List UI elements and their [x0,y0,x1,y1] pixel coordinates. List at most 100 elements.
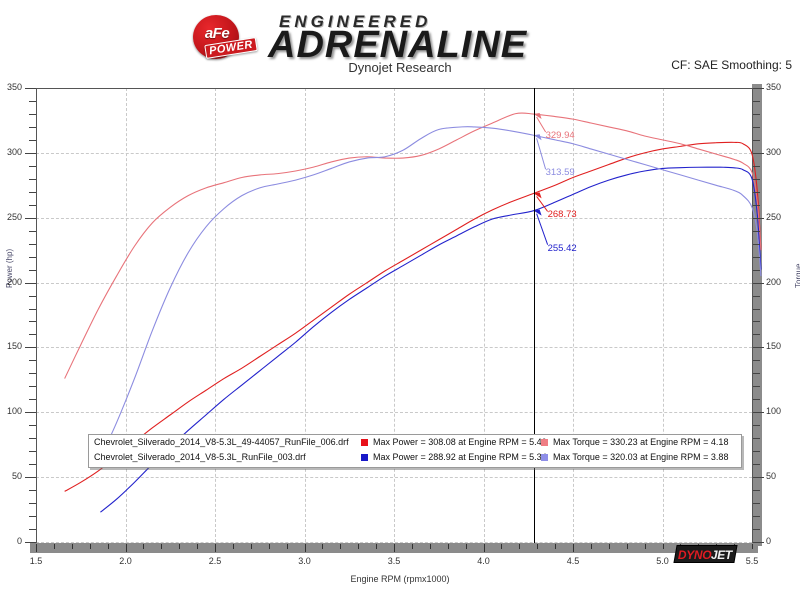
y-axis-tick-left [25,347,36,349]
x-axis-tick [358,544,360,549]
legend-run-filename: Chevrolet_Silverado_2014_V8-5.3L_RunFile… [94,452,306,462]
y-axis-tick-left [29,113,36,115]
y-axis-tick-left [29,386,36,388]
y-axis-label-left: 150 [6,341,22,352]
x-axis-tick [232,544,234,549]
y-axis-tick-right [753,373,760,375]
x-axis-label: 5.0 [656,556,669,566]
y-axis-tick-right [753,230,760,232]
y-axis-tick-left [29,139,36,141]
x-axis-tick [483,544,485,552]
legend-row: Chevrolet_Silverado_2014_V8-5.3L_49-4405… [89,435,741,450]
cursor-leader-line [536,196,549,212]
cursor-readout-value: 313.59 [545,167,575,179]
x-axis-tick [250,544,252,549]
y-axis-tick-right [753,152,764,154]
y-axis-tick-right [753,347,764,349]
chart-legend[interactable]: Chevrolet_Silverado_2014_V8-5.3L_49-4405… [88,434,742,468]
y-axis-tick-left [29,516,36,518]
cursor-line[interactable] [533,88,535,543]
y-axis-tick-left [29,399,36,401]
y-axis-tick-right [753,243,760,245]
legend-run-filename: Chevrolet_Silverado_2014_V8-5.3L_49-4405… [94,437,349,447]
y-axis-tick-right [753,165,760,167]
y-axis-tick-left [29,100,36,102]
x-axis-tick [555,544,557,549]
x-axis-title: Engine RPM (rpmx1000) [350,574,450,584]
y-axis-tick-left [25,477,36,479]
y-axis-tick-left [29,243,36,245]
y-axis-tick-left [25,152,36,154]
y-axis-tick-left [29,425,36,427]
y-axis-tick-left [29,334,36,336]
x-axis-tick [662,544,664,549]
y-axis-tick-left [29,503,36,505]
y-axis-tick-left [29,451,36,453]
legend-power-swatch [361,454,368,461]
y-axis-label-right: 200 [766,276,782,287]
plot-top-border [36,88,752,89]
y-axis-label-left: 50 [11,471,22,482]
y-axis-tick-right [753,100,760,102]
y-axis-tick-right [753,399,760,401]
dynojet-logo-jet: JET [711,548,733,562]
plot-left-axis-line [36,88,37,543]
y-axis-tick-left [29,373,36,375]
x-axis-tick [501,544,503,549]
y-axis-tick-left [29,438,36,440]
x-axis-label: 2.5 [208,556,222,566]
y-axis-tick-right [753,178,760,180]
cursor-readout-value: 268.73 [547,209,577,221]
y-axis-tick-left [25,412,36,414]
header-adrenaline-text: ADRENALINE [268,24,528,66]
y-axis-tick-right [753,88,764,89]
y-axis-tick-left [29,360,36,362]
y-axis-tick-right [753,113,760,115]
y-axis-tick-right [753,282,764,284]
legend-power-swatch [361,439,368,446]
y-axis-tick-right [753,516,760,518]
gridline-horizontal [36,542,752,543]
y-axis-tick-right [753,295,760,297]
y-axis-tick-right [753,334,760,336]
x-axis-tick [573,544,574,552]
x-axis-tick [143,544,145,549]
x-axis-tick [125,544,127,552]
gridline-vertical [394,88,395,542]
x-axis-tick [394,544,395,552]
gridline-vertical [215,88,216,542]
x-axis-label: 4.0 [477,556,490,566]
y-axis-label-right: 0 [766,536,772,546]
y-axis-label-right: 100 [766,406,782,417]
gridline-vertical [125,88,127,542]
y-axis-label-left: 0 [16,536,22,546]
y-axis-tick-right [753,464,760,466]
y-axis-tick-left [29,308,36,310]
y-axis-tick-right [753,490,760,492]
y-axis-tick-left [29,178,36,180]
afe-power-logo: aFe POWER [193,15,258,59]
y-axis-tick-left [25,282,36,284]
legend-torque-swatch [541,439,548,446]
x-axis-label: 2.0 [119,556,132,566]
y-axis-label-right: 150 [766,341,782,352]
x-axis-tick [107,544,109,549]
x-axis-tick [411,544,413,549]
legend-torque-text: Max Torque = 330.23 at Engine RPM = 4.18 [553,437,729,447]
x-axis-tick [644,544,646,549]
x-axis-tick [179,544,181,549]
y-axis-label-right: 50 [766,471,777,482]
y-axis-tick-right [753,126,760,128]
legend-torque-swatch [541,454,548,461]
y-axis-tick-left [25,542,36,543]
y-axis-label-right: 300 [766,146,782,157]
legend-row: Chevrolet_Silverado_2014_V8-5.3L_RunFile… [89,450,741,465]
gridline-vertical [573,88,574,542]
afe-logo-text: aFe [204,25,230,42]
header-engineered-text: ENGINEERED [279,12,432,31]
x-axis-tick [71,544,73,549]
y-axis-tick-right [753,412,764,414]
x-axis-tick [36,544,37,552]
